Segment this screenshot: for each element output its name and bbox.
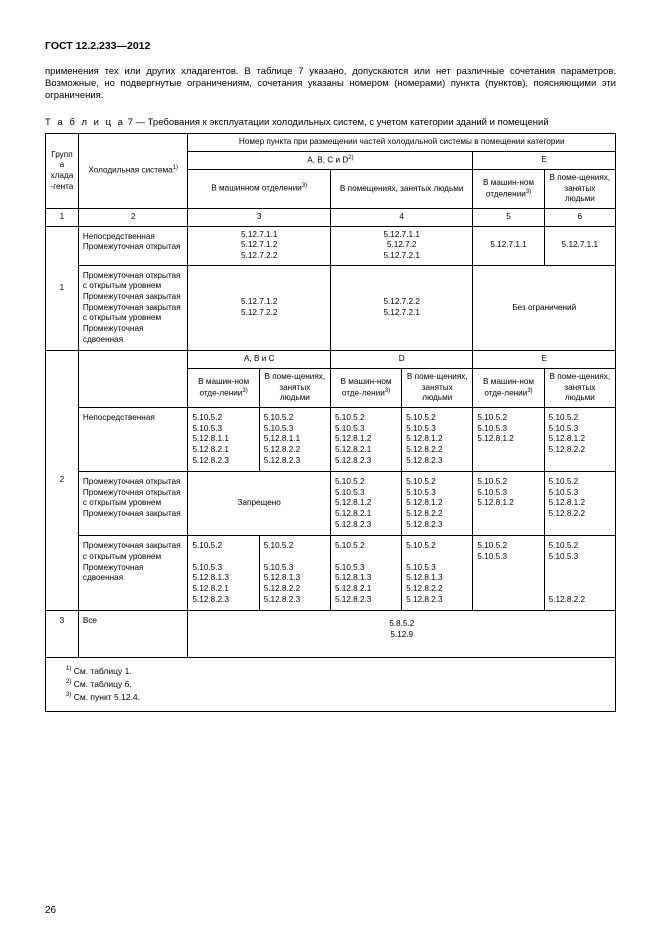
caption-rest: 7 — Требования к эксплуатации холодильны…: [125, 117, 549, 128]
footnote-3: 3) См. пункт 5.12.4.: [66, 692, 605, 703]
r2b-3: 5.10.5.25.10.5.35.12.8.1.25.12.8.2.15.12…: [330, 472, 401, 536]
r2c-3: 5.10.5.25.10.5.35.12.8.1.35.12.8.2.15.12…: [330, 536, 401, 611]
footnotes: 1) См. таблицу 1. 2) См. таблицу 6. 3) С…: [45, 658, 616, 712]
coln-2: 2: [78, 209, 188, 227]
footnote-1: 1) См. таблицу 1.: [66, 666, 605, 677]
h-machine-e: В машин-ном отделении3): [473, 170, 544, 209]
coln-1: 1: [46, 209, 79, 227]
h-abc2: А, В и С: [188, 351, 330, 369]
h-system: Холодильная система1): [78, 134, 188, 209]
intro-paragraph: применения тех или других хладагентов. В…: [45, 66, 616, 103]
r2a-3: 5.10.5.25.10.5.35.12.8.1.25.12.8.2.15.12…: [330, 407, 401, 471]
sub-m2: В машин-ном отде-лении3): [330, 368, 401, 407]
coln-6: 6: [544, 209, 615, 227]
r1b-c3: 5.12.7.1.25.12.7.2.2: [188, 265, 330, 351]
r1b-e: Без ограничений: [473, 265, 616, 351]
r2b-4: 5.10.5.25.10.5.35.12.8.1.25.12.8.2.25.12…: [402, 472, 473, 536]
r1a-c3: 5.12.7.1.15.12.7.1.25.12.7.2.2: [188, 226, 330, 265]
gost-header: ГОСТ 12.2.233—2012: [45, 40, 616, 54]
g2: 2: [46, 351, 79, 611]
r3-sys: Все: [78, 611, 188, 657]
g1: 1: [46, 226, 79, 351]
caption-spaced: Т а б л и ц а: [45, 117, 125, 128]
r2a-4: 5.10.5.25.10.5.35.12.8.1.25.12.8.2.25.12…: [402, 407, 473, 471]
r2c-5: 5.10.5.25.10.5.3: [473, 536, 544, 611]
coln-3: 3: [188, 209, 330, 227]
r2c-4: 5.10.5.25.10.5.35.12.8.1.35.12.8.2.25.12…: [402, 536, 473, 611]
h-machine: В машинном отделении3): [188, 170, 330, 209]
g3: 3: [46, 611, 79, 657]
r2b-6: 5.10.5.25.10.5.35.12.8.1.25.12.8.2.2: [544, 472, 615, 536]
h-group: Группа хлада-гента: [46, 134, 79, 209]
r1a-c4: 5.12.7.1.15.12.7.25.12.7.2.1: [330, 226, 472, 265]
r1a-c6: 5.12.7.1.1: [544, 226, 615, 265]
sub-p2: В поме-щениях, занятых людьми: [402, 368, 473, 407]
sub-p3: В поме-щениях, занятых людьми: [544, 368, 615, 407]
h-top: Номер пункта при размещении частей холод…: [188, 134, 616, 152]
r2b-sys: Промежуточная открытаяПромежуточная откр…: [78, 472, 188, 536]
footnote-2: 2) См. таблицу 6.: [66, 679, 605, 690]
r2c-2: 5.10.5.25.10.5.35.12.8.1.35.12.8.2.25.12…: [259, 536, 330, 611]
r2a-2: 5.10.5.25.10.5.35.12.8.1.15.12.8.2.25.12…: [259, 407, 330, 471]
r2a-6: 5.10.5.25.10.5.35.12.8.1.25.12.8.2.2: [544, 407, 615, 471]
r2b-left: Запрещено: [188, 472, 330, 536]
coln-5: 5: [473, 209, 544, 227]
h-e2: E: [473, 351, 616, 369]
h-e: E: [473, 151, 616, 169]
r1b-c4: 5.12.7.2.25.12.7.2.1: [330, 265, 472, 351]
h-people: В помещениях, занятых людьми: [330, 170, 472, 209]
r2c-sys: Промежуточная закрытая с открытым уровне…: [78, 536, 188, 611]
page: ГОСТ 12.2.233—2012 применения тех или др…: [0, 0, 661, 935]
r2b-5: 5.10.5.25.10.5.35.12.8.1.2: [473, 472, 544, 536]
g2-empty: [78, 351, 188, 408]
main-table: Группа хлада-гента Холодильная система1)…: [45, 133, 616, 658]
r2a-sys: Непосредственная: [78, 407, 188, 471]
h-people-e: В поме-щениях, занятых людьми: [544, 170, 615, 209]
page-number: 26: [45, 904, 56, 917]
r2c-1: 5.10.5.25.10.5.35.12.8.1.35.12.8.2.15.12…: [188, 536, 259, 611]
sub-m1: В машин-ном отде-лении3): [188, 368, 259, 407]
r1b-sys: Промежуточная открытая с открытым уровне…: [78, 265, 188, 351]
sub-m3: В машин-ном отде-лении3): [473, 368, 544, 407]
h-abcd: А, В, С и D2): [188, 151, 473, 169]
table-caption: Т а б л и ц а 7 — Требования к эксплуата…: [45, 117, 616, 129]
coln-4: 4: [330, 209, 472, 227]
r2a-1: 5.10.5.25.10.5.35.12.8.1.15.12.8.2.15.12…: [188, 407, 259, 471]
sub-p1: В поме-щениях, занятых людьми: [259, 368, 330, 407]
h-d2: D: [330, 351, 472, 369]
r1a-c5: 5.12.7.1.1: [473, 226, 544, 265]
r1a-sys: Непосредственная Промежуточная открытая: [78, 226, 188, 265]
r3-val: 5.8.5.25.12.9: [188, 611, 616, 657]
r2c-6: 5.10.5.25.10.5.35.12.8.2.2: [544, 536, 615, 611]
r2a-5: 5.10.5.25.10.5.35.12.8.1.2: [473, 407, 544, 471]
